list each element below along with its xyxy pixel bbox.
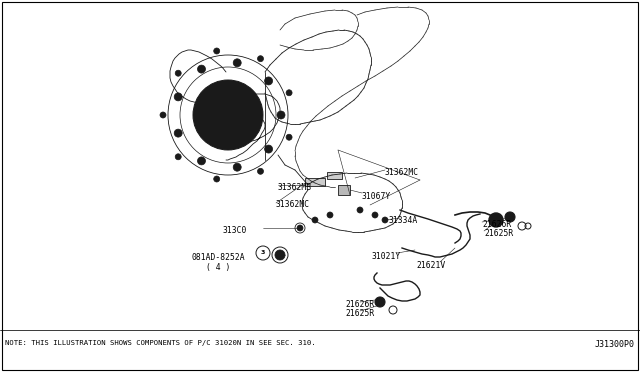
Text: 21626R: 21626R	[482, 220, 511, 229]
Circle shape	[233, 163, 241, 171]
Circle shape	[214, 176, 220, 182]
Circle shape	[286, 134, 292, 140]
Circle shape	[193, 80, 263, 150]
Circle shape	[264, 77, 273, 85]
Text: J31300P0: J31300P0	[595, 340, 635, 349]
Circle shape	[214, 48, 220, 54]
Circle shape	[489, 213, 503, 227]
FancyBboxPatch shape	[338, 185, 350, 195]
Circle shape	[327, 212, 333, 218]
Circle shape	[382, 217, 388, 223]
Circle shape	[297, 225, 303, 231]
Text: 21625R: 21625R	[345, 309, 374, 318]
Circle shape	[312, 217, 318, 223]
Circle shape	[257, 56, 264, 62]
Circle shape	[372, 212, 378, 218]
Text: ( 4 ): ( 4 )	[206, 263, 230, 272]
Circle shape	[160, 112, 166, 118]
Circle shape	[175, 70, 181, 76]
Text: 21625R: 21625R	[484, 229, 513, 238]
Text: 31021Y: 31021Y	[372, 252, 401, 261]
Circle shape	[257, 168, 264, 174]
FancyBboxPatch shape	[305, 178, 325, 186]
Circle shape	[375, 297, 385, 307]
Circle shape	[264, 145, 273, 153]
Circle shape	[203, 90, 253, 140]
Circle shape	[198, 65, 205, 73]
Text: 3: 3	[261, 250, 265, 256]
Circle shape	[233, 59, 241, 67]
Text: 31362MC: 31362MC	[385, 168, 419, 177]
Circle shape	[198, 157, 205, 165]
Text: 31362MB: 31362MB	[278, 183, 312, 192]
Text: 313C0: 313C0	[223, 226, 248, 235]
Circle shape	[212, 99, 244, 131]
Text: 31334A: 31334A	[389, 216, 419, 225]
Circle shape	[286, 90, 292, 96]
Text: NOTE: THIS ILLUSTRATION SHOWS COMPONENTS OF P/C 31020N IN SEE SEC. 310.: NOTE: THIS ILLUSTRATION SHOWS COMPONENTS…	[5, 340, 316, 346]
Circle shape	[220, 107, 236, 123]
Text: 21626R: 21626R	[345, 300, 374, 309]
Circle shape	[277, 111, 285, 119]
FancyBboxPatch shape	[327, 172, 342, 179]
Circle shape	[275, 250, 285, 260]
Text: 31362MC: 31362MC	[276, 200, 310, 209]
Circle shape	[174, 93, 182, 101]
Circle shape	[357, 207, 363, 213]
Circle shape	[175, 154, 181, 160]
Circle shape	[505, 212, 515, 222]
Text: 081AD-8252A: 081AD-8252A	[192, 253, 246, 262]
Text: 21621V: 21621V	[416, 261, 445, 270]
Text: 31067Y: 31067Y	[362, 192, 391, 201]
Circle shape	[174, 129, 182, 137]
